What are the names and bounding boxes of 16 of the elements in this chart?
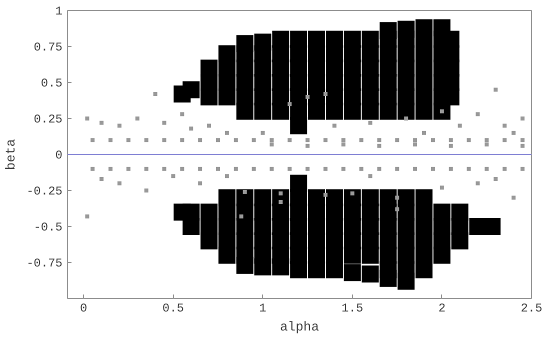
y-tick-label: 0.5 [40,76,63,90]
x-tick-label: 0.5 [162,302,184,316]
x-tick-label: 1.5 [342,302,364,316]
y-axis-title: beta [3,138,18,170]
x-tick-label: 0 [80,302,88,316]
x-tick-label: 1 [259,302,266,316]
y-tick-label: -0.75 [26,256,63,270]
x-axis-title: alpha [280,320,320,334]
y-tick-label: 0.75 [34,40,63,54]
x-tick-label: 2.5 [520,302,542,316]
y-tick-label: -0.25 [26,184,63,198]
y-tick-label: -0.5 [34,220,63,234]
y-tick-label: 0.25 [34,112,63,126]
y-tick-label: 0 [55,148,62,162]
y-tick-label: 1 [55,4,62,18]
x-tick-label: 2 [438,302,446,316]
